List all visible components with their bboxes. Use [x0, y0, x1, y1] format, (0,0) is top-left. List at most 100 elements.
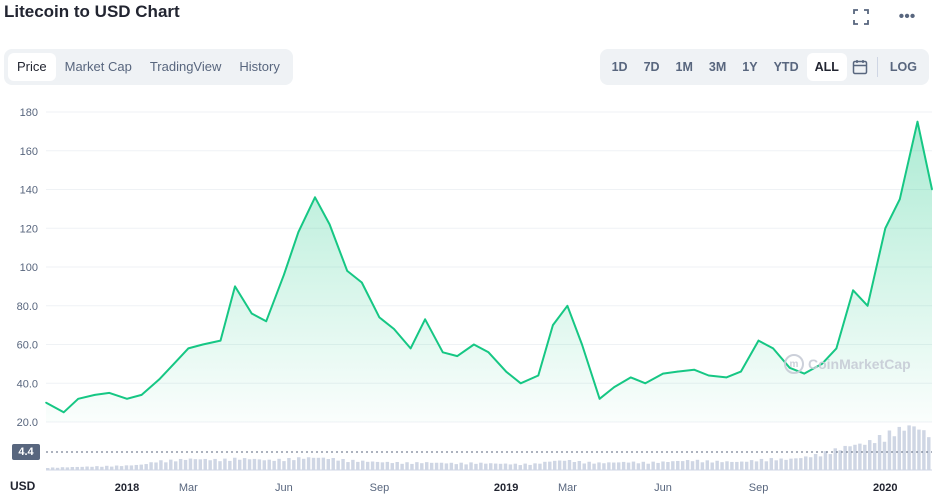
more-horizontal-icon[interactable]: ••• — [898, 8, 916, 25]
volume-bar — [848, 446, 852, 470]
x-tick-label: Jun — [654, 482, 672, 494]
range-all[interactable]: ALL — [806, 53, 847, 81]
range-1y[interactable]: 1Y — [742, 60, 758, 74]
price-point — [378, 316, 381, 319]
volume-bar — [616, 462, 621, 470]
volume-bar — [233, 457, 237, 470]
y-tick-label: 160 — [20, 146, 38, 158]
volume-bar — [321, 457, 326, 470]
volume-bar — [730, 461, 734, 470]
volume-bar — [395, 462, 399, 470]
volume-bar — [316, 457, 321, 470]
range-ytd[interactable]: YTD — [773, 60, 799, 74]
volume-bar — [543, 461, 547, 470]
volume-bar — [50, 467, 55, 470]
volume-bar — [109, 466, 114, 470]
volume-bar — [479, 462, 483, 470]
volume-bar — [326, 459, 331, 470]
volume-bar — [183, 459, 188, 470]
volume-bar — [872, 443, 877, 470]
price-point — [852, 289, 854, 292]
coinmarketcap-logo-icon: m — [784, 354, 804, 374]
range-3m[interactable]: 3M — [708, 60, 727, 74]
volume-bar — [415, 462, 419, 470]
volume-bar — [46, 468, 50, 470]
volume-bar — [420, 463, 424, 470]
x-tick-label: 2018 — [115, 482, 139, 494]
volume-bar — [361, 460, 365, 470]
volume-bar — [154, 462, 158, 470]
price-point — [314, 196, 316, 199]
volume-bar — [587, 461, 591, 470]
volume-bar — [454, 464, 458, 470]
tab-history[interactable]: History — [239, 59, 280, 74]
volume-bar — [794, 458, 798, 470]
volume-bar — [666, 461, 670, 470]
volume-bar — [853, 444, 857, 470]
calendar-icon[interactable] — [847, 53, 873, 81]
y-tick-label: 140 — [20, 185, 38, 197]
volume-bar — [533, 463, 537, 470]
volume-bar — [863, 444, 867, 470]
tab-price[interactable]: Price — [8, 53, 56, 81]
volume-bar — [508, 464, 513, 470]
volume-bar — [868, 440, 872, 470]
volume-bar — [887, 430, 892, 470]
volume-bar — [626, 462, 631, 470]
volume-bar — [828, 454, 833, 470]
currency-label: USD — [10, 479, 36, 493]
fullscreen-icon[interactable] — [849, 6, 873, 28]
volume-bar — [65, 467, 70, 470]
volume-bar — [90, 466, 94, 470]
volume-bar — [257, 459, 262, 470]
volume-bar — [922, 430, 926, 470]
volume-bar — [80, 466, 84, 470]
price-point — [409, 347, 412, 350]
volume-bar — [754, 461, 759, 470]
y-tick-label: 120 — [20, 223, 38, 235]
price-point — [866, 305, 869, 307]
tab-market-cap[interactable]: Market Cap — [64, 59, 132, 74]
x-tick-label: Mar — [179, 482, 198, 494]
price-point — [613, 386, 615, 388]
volume-bar — [804, 456, 808, 470]
price-point — [265, 320, 268, 323]
price-point — [94, 394, 96, 396]
range-1m[interactable]: 1M — [675, 60, 693, 74]
volume-bar — [518, 465, 522, 470]
range-7d[interactable]: 7D — [643, 60, 660, 74]
volume-bar — [503, 463, 508, 470]
price-point — [283, 274, 285, 276]
price-point — [346, 270, 349, 272]
volume-bar — [823, 451, 828, 470]
volume-bar — [237, 459, 242, 470]
volume-bar — [676, 460, 680, 470]
volume-bar — [656, 462, 660, 470]
volume-bar — [769, 458, 774, 470]
volume-bar — [277, 458, 281, 470]
volume-bar — [434, 462, 439, 470]
price-point — [803, 372, 805, 375]
price-point — [62, 411, 65, 414]
volume-bar — [228, 460, 232, 470]
volume-bar — [331, 457, 335, 470]
range-1d[interactable]: 1D — [611, 60, 628, 74]
volume-bars — [46, 425, 932, 470]
volume-bar — [410, 463, 414, 470]
volume-bar — [779, 458, 783, 470]
price-point — [45, 401, 47, 404]
y-axis: 20.0 40.0 60.0 80.0 100 120 140 160 180 — [17, 107, 38, 429]
volume-bar — [346, 462, 350, 470]
volume-bar — [538, 463, 542, 470]
volume-bar — [641, 461, 646, 470]
volume-bar — [493, 463, 498, 470]
price-point — [552, 324, 554, 326]
log-toggle[interactable]: LOG — [889, 60, 917, 74]
price-area — [45, 120, 933, 422]
volume-bar — [671, 461, 675, 470]
volume-bar — [252, 458, 257, 470]
price-point — [140, 394, 143, 396]
tab-tradingview[interactable]: TradingView — [149, 59, 222, 74]
volume-bar — [223, 458, 227, 470]
